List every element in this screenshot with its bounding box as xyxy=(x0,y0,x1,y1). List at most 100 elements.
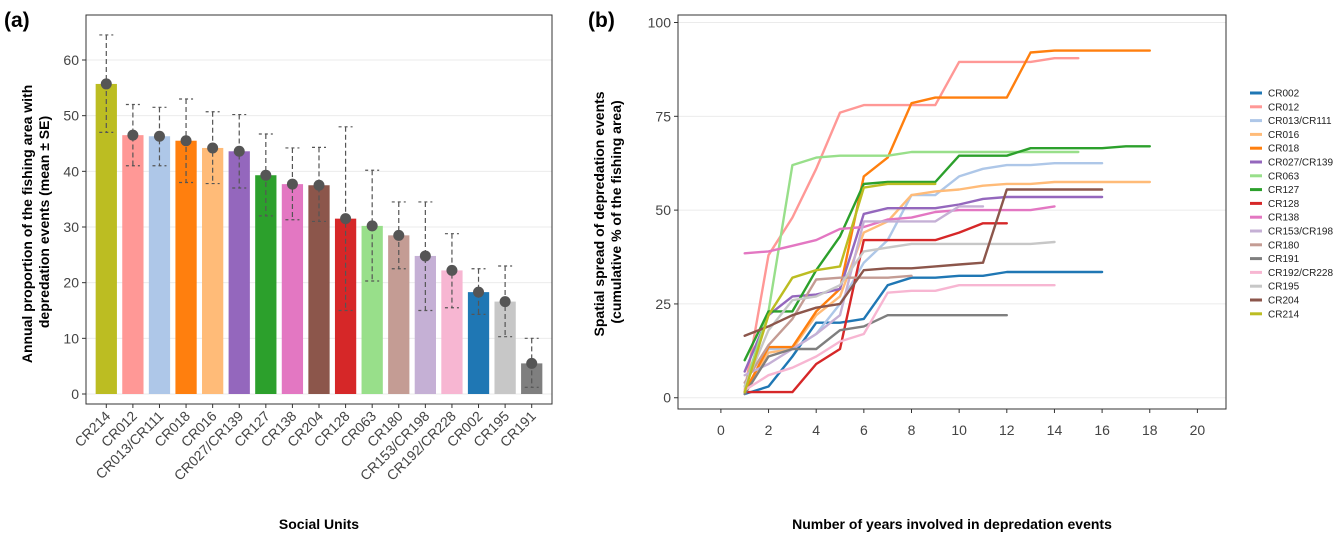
panel-a-label: (a) xyxy=(4,9,30,32)
panel-b-series-line xyxy=(743,205,985,377)
panel-b-series-line xyxy=(743,180,1152,392)
panel-b-series-line xyxy=(743,188,1104,337)
panel-a-mean-point xyxy=(286,178,298,190)
panel-a-bar xyxy=(175,140,197,394)
panel-b-y-tick-label: 50 xyxy=(655,202,671,218)
legend-label: CR002 xyxy=(1268,89,1300,100)
legend-label: CR016 xyxy=(1268,130,1300,141)
panel-b-series-line xyxy=(743,150,1080,388)
panel-b-series-line xyxy=(743,240,1056,388)
legend-label: CR204 xyxy=(1268,296,1300,307)
panel-a-bars xyxy=(95,83,543,394)
panel-b-y-ticks: 0 25 50 75 100 xyxy=(648,15,678,406)
panel-a-bar xyxy=(494,301,516,394)
legend-item: CR192/CR228 xyxy=(1250,268,1333,279)
panel-a-mean-point xyxy=(180,135,192,147)
panel-b-series-line xyxy=(743,284,1056,392)
panel-a-bar xyxy=(95,83,117,394)
legend-label: CR192/CR228 xyxy=(1268,268,1333,279)
panel-a: (a) Annual proportion of the fishing are… xyxy=(4,9,553,532)
panel-b-x-tick-label: 0 xyxy=(717,422,725,438)
panel-a-mean-point xyxy=(526,357,538,369)
panel-a-mean-point xyxy=(499,296,511,308)
panel-a-y-axis-title-line-1: Annual proportion of the fishing area wi… xyxy=(19,85,35,363)
panel-b-y-tick-label: 25 xyxy=(655,296,671,312)
panel-b-x-tick-label: 8 xyxy=(908,422,916,438)
panel-a-mean-point xyxy=(340,213,352,225)
legend-label: CR191 xyxy=(1268,254,1300,265)
panel-a-mean-point xyxy=(260,169,272,181)
panel-a-mean-point xyxy=(153,130,165,142)
panel-a-x-ticks: CR214CR012CR013/CR111CR018CR016CR027/CR1… xyxy=(71,404,539,484)
panel-a-mean-point xyxy=(313,179,325,191)
panel-a-bar xyxy=(255,175,277,394)
panel-b-series-line xyxy=(743,222,1008,394)
panel-b-x-tick-label: 18 xyxy=(1142,422,1158,438)
panel-b-series-line xyxy=(743,270,1104,396)
panel-a-mean-point xyxy=(419,250,431,262)
panel-b-x-tick-label: 4 xyxy=(812,422,820,438)
legend-item: CR127 xyxy=(1250,185,1300,196)
panel-a-x-axis-title: Social Units xyxy=(279,516,359,532)
panel-b-series-line xyxy=(743,205,1056,255)
panel-b-x-tick-label: 12 xyxy=(999,422,1015,438)
legend-item: CR214 xyxy=(1250,309,1300,320)
legend-item: CR002 xyxy=(1250,89,1300,100)
legend-label: CR214 xyxy=(1268,309,1300,320)
legend-label: CR195 xyxy=(1268,282,1300,293)
panel-a-mean-point xyxy=(366,220,378,232)
panel-b-series-line xyxy=(743,57,1080,392)
legend-label: CR128 xyxy=(1268,199,1300,210)
panel-a-bar xyxy=(467,292,490,394)
legend-label: CR138 xyxy=(1268,213,1300,224)
legend-item: CR204 xyxy=(1250,296,1300,307)
panel-b-x-ticks: 0 2 4 6 8 10 12 14 16 18 20 xyxy=(717,409,1205,438)
legend-item: CR191 xyxy=(1250,254,1300,265)
legend-item: CR195 xyxy=(1250,282,1300,293)
panel-a-bar xyxy=(308,185,330,394)
panel-a-mean-point xyxy=(127,129,139,141)
panel-a-y-tick-label: 0 xyxy=(71,386,79,402)
legend-label: CR127 xyxy=(1268,185,1300,196)
panel-b-x-axis-title: Number of years involved in depredation … xyxy=(792,516,1112,532)
panel-a-bar xyxy=(414,255,436,394)
legend-item: CR128 xyxy=(1250,199,1300,210)
panel-b-y-axis-title-line-1: Spatial spread of depredation events xyxy=(591,91,607,336)
panel-b-series-line xyxy=(743,49,1152,394)
panel-b-series-lines xyxy=(743,49,1152,396)
legend-label: CR063 xyxy=(1268,171,1300,182)
panel-b-x-tick-label: 20 xyxy=(1190,422,1206,438)
panel-b-label: (b) xyxy=(588,9,615,32)
legend-label: CR013/CR111 xyxy=(1268,116,1332,127)
panel-a-mean-point xyxy=(446,264,458,276)
panel-a-bar xyxy=(228,151,250,394)
panel-b-y-axis-title: Spatial spread of depredation events (cu… xyxy=(591,88,624,337)
legend-label: CR180 xyxy=(1268,240,1300,251)
panel-b-y-tick-label: 75 xyxy=(655,108,671,124)
panel-a-y-tick-label: 10 xyxy=(63,330,79,346)
legend-label: CR012 xyxy=(1268,102,1300,113)
panel-b-x-tick-label: 6 xyxy=(860,422,868,438)
panel-a-bar xyxy=(281,184,304,394)
panel-b-series-line xyxy=(743,182,937,394)
panel-b-y-tick-label: 0 xyxy=(663,390,671,406)
panel-a-y-ticks: 0 10 20 30 40 50 60 xyxy=(63,52,86,402)
panel-a-bar xyxy=(148,136,171,394)
panel-a-y-tick-label: 60 xyxy=(63,52,79,68)
panel-a-mean-point xyxy=(207,142,219,154)
legend-item: CR012 xyxy=(1250,102,1300,113)
panel-b: (b) Spatial spread of depredation events… xyxy=(588,9,1333,532)
legend-item: CR013/CR111 xyxy=(1250,116,1332,127)
legend-item: CR018 xyxy=(1250,144,1300,155)
panel-a-y-tick-label: 30 xyxy=(63,219,79,235)
legend-label: CR018 xyxy=(1268,144,1300,155)
legend-label: CR153/CR198 xyxy=(1268,227,1333,238)
panel-a-mean-point xyxy=(233,145,245,157)
panel-a-y-tick-label: 40 xyxy=(63,163,79,179)
panel-b-series-line xyxy=(743,195,1104,373)
legend-item: CR153/CR198 xyxy=(1250,227,1333,238)
legend-item: CR180 xyxy=(1250,240,1300,251)
panel-a-bar xyxy=(388,235,410,394)
panel-b-legend: CR002 CR012 CR013/CR111 CR016 CR018 CR027/CR1… xyxy=(1250,89,1333,320)
